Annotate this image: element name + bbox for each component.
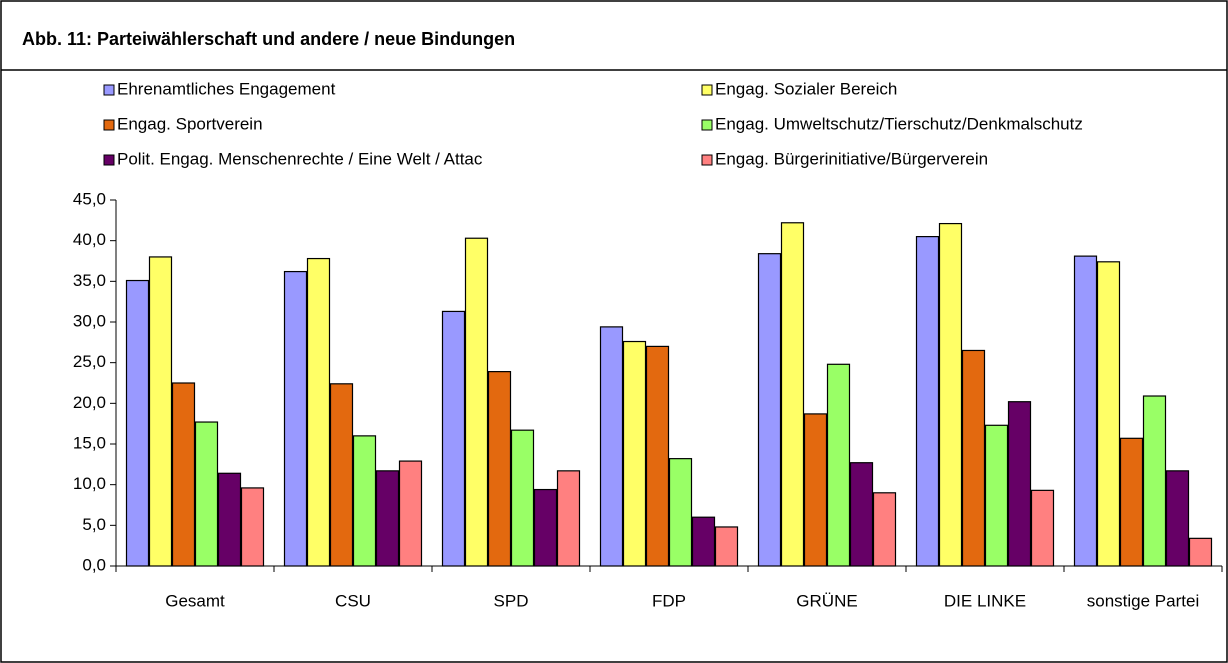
bar bbox=[329, 383, 354, 567]
bar bbox=[1007, 401, 1032, 567]
legend-label: Engag. Sozialer Bereich bbox=[715, 79, 897, 98]
bar bbox=[217, 472, 242, 567]
bar bbox=[306, 257, 331, 567]
legend-swatch bbox=[701, 119, 713, 131]
x-tick-label: Gesamt bbox=[165, 591, 225, 610]
y-tick-label: 25,0 bbox=[73, 352, 106, 371]
y-tick-label: 10,0 bbox=[73, 474, 106, 493]
x-tick-label: sonstige Partei bbox=[1087, 591, 1199, 610]
bar bbox=[1142, 395, 1167, 567]
bar bbox=[645, 345, 670, 567]
x-tick-label: DIE LINKE bbox=[944, 591, 1026, 610]
y-tick-label: 0,0 bbox=[82, 555, 106, 574]
legend-swatch bbox=[103, 154, 115, 166]
y-tick-label: 5,0 bbox=[82, 515, 106, 534]
bar bbox=[1030, 489, 1055, 567]
bar bbox=[599, 326, 624, 567]
bar bbox=[803, 413, 828, 567]
x-tick-label: CSU bbox=[335, 591, 371, 610]
bar bbox=[915, 236, 940, 567]
x-tick-label: FDP bbox=[652, 591, 686, 610]
bar bbox=[533, 488, 558, 567]
y-tick-label: 20,0 bbox=[73, 393, 106, 412]
bar bbox=[556, 470, 581, 567]
legend-label: Ehrenamtliches Engagement bbox=[117, 79, 336, 98]
legend-label: Engag. Bürgerinitiative/Bürgerverein bbox=[715, 149, 988, 168]
legend-label: Polit. Engag. Menschenrechte / Eine Welt… bbox=[117, 149, 483, 168]
bar bbox=[194, 421, 219, 567]
bar bbox=[938, 222, 963, 567]
bar bbox=[441, 310, 466, 567]
bar bbox=[780, 222, 805, 567]
x-tick-label: SPD bbox=[494, 591, 529, 610]
bar bbox=[757, 253, 782, 567]
bar bbox=[668, 458, 693, 567]
bar bbox=[872, 492, 897, 567]
bar bbox=[1096, 261, 1121, 567]
legend-label: Engag. Sportverein bbox=[117, 114, 263, 133]
legend-label: Engag. Umweltschutz/Tierschutz/Denkmalsc… bbox=[715, 114, 1083, 133]
legend-swatch bbox=[701, 154, 713, 166]
bar bbox=[283, 270, 308, 567]
bar bbox=[510, 429, 535, 567]
bar bbox=[714, 526, 739, 567]
bar bbox=[622, 340, 647, 567]
bar bbox=[1119, 437, 1144, 567]
bar bbox=[1073, 255, 1098, 567]
bar bbox=[691, 516, 716, 567]
legend-swatch bbox=[701, 84, 713, 96]
bar bbox=[961, 349, 986, 567]
bar bbox=[148, 256, 173, 567]
legend-swatch bbox=[103, 119, 115, 131]
bar bbox=[375, 470, 400, 567]
bar bbox=[464, 237, 489, 567]
bar bbox=[171, 382, 196, 567]
x-tick-label: GRÜNE bbox=[796, 591, 857, 610]
y-tick-label: 45,0 bbox=[73, 189, 106, 208]
bar bbox=[849, 462, 874, 567]
bar bbox=[240, 487, 265, 567]
bar bbox=[984, 424, 1009, 567]
y-tick-label: 30,0 bbox=[73, 311, 106, 330]
bar bbox=[398, 460, 423, 567]
y-tick-label: 35,0 bbox=[73, 271, 106, 290]
bar bbox=[125, 279, 150, 567]
bar bbox=[1165, 470, 1190, 567]
bar bbox=[487, 371, 512, 567]
bar bbox=[826, 363, 851, 567]
y-tick-label: 15,0 bbox=[73, 433, 106, 452]
chart-title: Abb. 11: Parteiwählerschaft und andere /… bbox=[22, 29, 515, 49]
legend-swatch bbox=[103, 84, 115, 96]
bar bbox=[352, 435, 377, 567]
y-tick-label: 40,0 bbox=[73, 230, 106, 249]
bar bbox=[1188, 537, 1213, 567]
